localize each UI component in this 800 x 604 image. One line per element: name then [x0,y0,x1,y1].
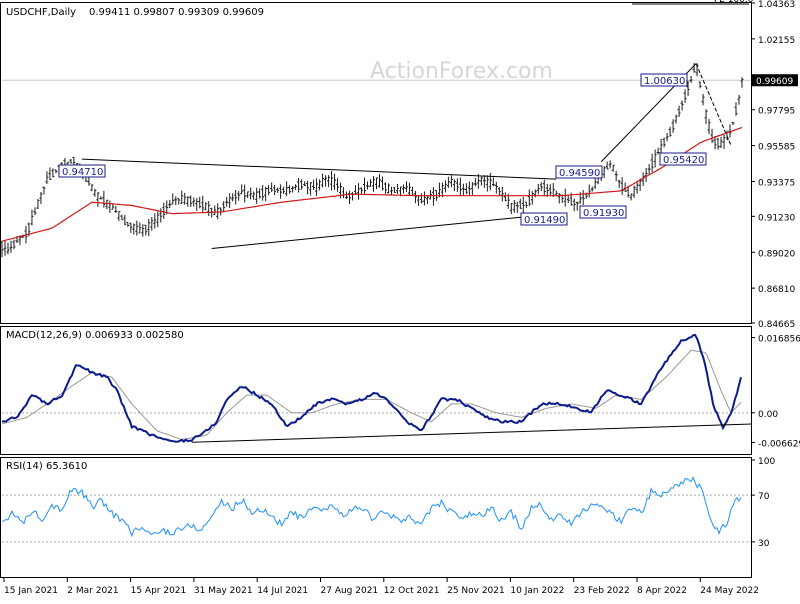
level-label: 0.94590 [559,168,600,179]
macd-panel [1,333,753,443]
price-panel-frame [0,2,752,324]
date-tick-label: 8 Apr 2022 [637,586,687,596]
date-tick-label: 25 Nov 2021 [447,586,505,596]
level-label: 1.00630 [644,76,685,87]
macd-tick-label: 0.00 [758,410,778,420]
price-tick-label: 0.89020 [758,249,795,259]
rsi-tick-label: 30 [758,539,770,549]
level-label-box [58,164,106,178]
level-label: 0.91930 [583,208,624,219]
rsi-tick-label: 100 [758,457,775,467]
price-tick-label: 0.97795 [758,107,795,117]
price-tick-label: 0.95585 [758,143,795,153]
level-label: 0.94710 [62,167,103,178]
axes: 0.99609 1.04363 1.02155 0.97795 0.95585 0.933… [3,0,800,596]
macd-trendline [191,423,753,443]
pullback-line [695,63,732,146]
date-tick-label: 15 Apr 2021 [131,586,187,596]
price-header-symbol: USDCHF,Daily [6,7,76,18]
level-label: 0.91490 [524,215,565,226]
date-tick-label: 24 May 2022 [700,586,759,596]
current-price-tag [752,74,798,87]
macd-tick-label: -0.006629 [758,439,800,449]
price-tick-label: 0.93375 [758,179,795,189]
date-tick-label: 15 Jan 2021 [4,586,58,596]
price-header-ohlc: 0.99411 0.99807 0.99309 0.99609 [89,7,264,18]
price-tick-label: 0.84665 [758,320,795,330]
rsi-panel [1,476,751,543]
price-panel: 0.94710 0.94590 0.91490 0.91930 1.00630 0.954… [0,0,754,258]
level-label: 0.95420 [663,155,704,166]
macd-title: MACD(12,26,9) 0.006933 0.002580 [6,330,184,341]
macd-panel-frame [0,326,752,455]
level-label-box [640,73,688,87]
rsi-tick-label: 70 [758,492,770,502]
date-tick-label: 10 Jan 2022 [510,586,564,596]
level-label-box [579,205,627,219]
rsi-panel-frame [0,457,752,578]
date-tick-label: 14 Jul 2021 [257,586,308,596]
rsi-title: RSI(14) 65.3610 [6,461,87,472]
date-tick-label: 2 Mar 2021 [67,586,118,596]
current-price-label: 0.99609 [756,77,793,87]
lower-trendline [211,213,557,250]
date-tick-label: 31 May 2021 [194,586,253,596]
moving-average-line [1,126,743,242]
date-tick-label: 12 Oct 2021 [384,586,440,596]
price-tick-label: 1.02155 [758,36,795,46]
macd-line [1,333,742,443]
date-tick-label: 23 Feb 2022 [574,586,630,596]
level-label-box [520,212,568,226]
macd-tick-label: 0.016856 [758,335,800,345]
price-tick-label: 0.91230 [758,213,795,223]
level-label-box [555,165,603,179]
upper-trendline [81,158,557,180]
rsi-line [1,476,742,538]
price-tick-label: 1.04363 [758,0,795,10]
price-tick-label: 0.86810 [758,285,795,295]
level-label-box [659,152,707,166]
date-tick-label: 27 Aug 2021 [321,586,379,596]
